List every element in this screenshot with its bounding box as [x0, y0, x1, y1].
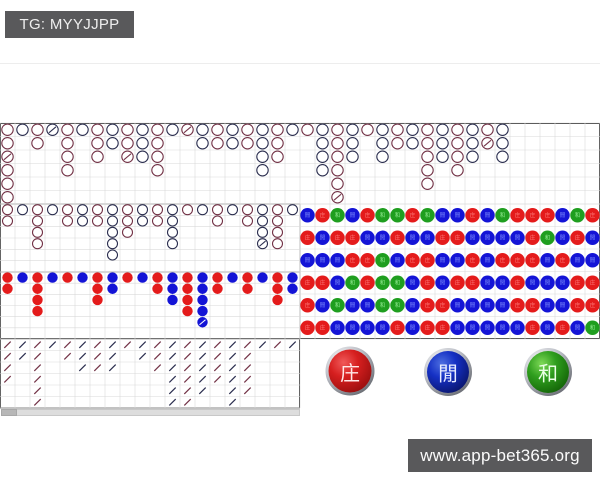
svg-text:庄: 庄: [340, 362, 360, 385]
svg-text:閒: 閒: [438, 364, 458, 386]
svg-text:和: 和: [538, 363, 558, 386]
